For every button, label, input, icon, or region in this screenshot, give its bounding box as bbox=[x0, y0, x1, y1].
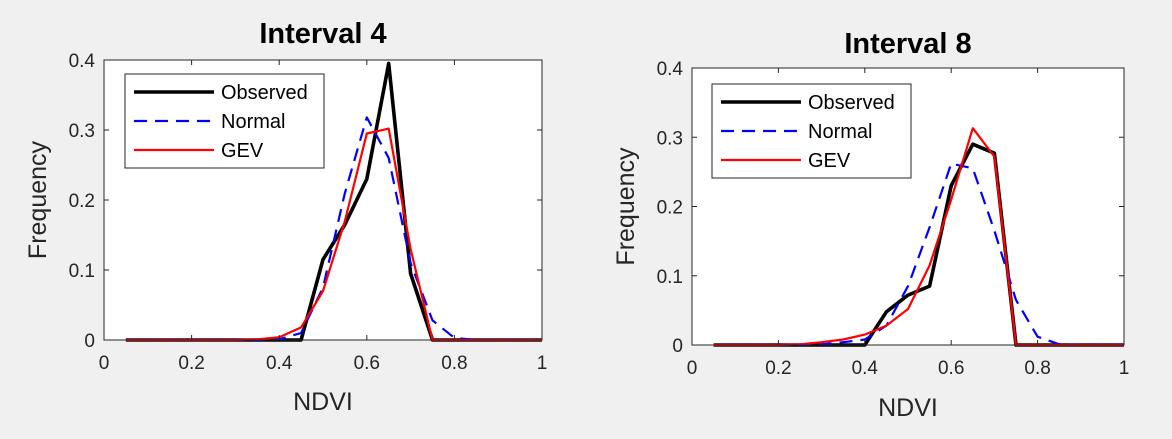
x-tick-label: 1 bbox=[537, 353, 548, 374]
x-axis-label: NDVI bbox=[293, 388, 353, 416]
legend: Observed Normal GEV bbox=[124, 73, 325, 169]
x-tick-label: 0.4 bbox=[852, 358, 879, 379]
y-tick-label: 0.1 bbox=[69, 261, 95, 282]
legend-label-observed: Observed bbox=[808, 92, 895, 114]
legend-label-gev: GEV bbox=[221, 140, 264, 162]
x-tick-label: 0.6 bbox=[354, 353, 380, 374]
y-axis-label: Frequency bbox=[24, 140, 52, 259]
y-tick-label: 0.3 bbox=[69, 121, 95, 142]
x-tick-label: 0.2 bbox=[765, 358, 791, 379]
y-tick-label: 0.1 bbox=[657, 267, 683, 288]
legend-label-normal: Normal bbox=[808, 121, 872, 143]
chart-interval-8: 0 0.2 0.4 0.6 0.8 1 0 0.1 0.2 0.3 0.4 Interval 8 NDV… bbox=[612, 28, 1129, 422]
x-tick-label: 0 bbox=[687, 358, 698, 379]
x-tick-label: 0.4 bbox=[266, 353, 293, 374]
y-tick-label: 0.4 bbox=[657, 59, 684, 80]
x-tick-label: 0.8 bbox=[441, 353, 467, 374]
legend-label-normal: Normal bbox=[221, 111, 285, 133]
x-tick-label: 1 bbox=[1119, 358, 1130, 379]
y-tick-label: 0 bbox=[672, 336, 683, 357]
legend-label-gev: GEV bbox=[808, 150, 851, 172]
chart-interval-4: 0 0.2 0.4 0.6 0.8 1 0 0.1 0.2 0.3 0.4 Interval 4 NDV… bbox=[24, 18, 547, 416]
chart-title: Interval 8 bbox=[844, 28, 971, 60]
x-tick-label: 0 bbox=[99, 353, 110, 374]
legend-label-observed: Observed bbox=[221, 82, 308, 104]
y-axis-label: Frequency bbox=[612, 147, 640, 266]
chart-title: Interval 4 bbox=[259, 18, 386, 50]
x-tick-label: 0.6 bbox=[938, 358, 964, 379]
x-tick-label: 0.8 bbox=[1024, 358, 1050, 379]
y-tick-label: 0.2 bbox=[69, 191, 95, 212]
x-axis-label: NDVI bbox=[878, 394, 938, 422]
y-tick-label: 0.4 bbox=[69, 51, 96, 72]
y-tick-label: 0.2 bbox=[657, 198, 683, 219]
x-tick-label: 0.2 bbox=[178, 353, 204, 374]
y-tick-label: 0.3 bbox=[657, 128, 683, 149]
legend: Observed Normal GEV bbox=[711, 83, 912, 179]
y-tick-label: 0 bbox=[84, 331, 95, 352]
